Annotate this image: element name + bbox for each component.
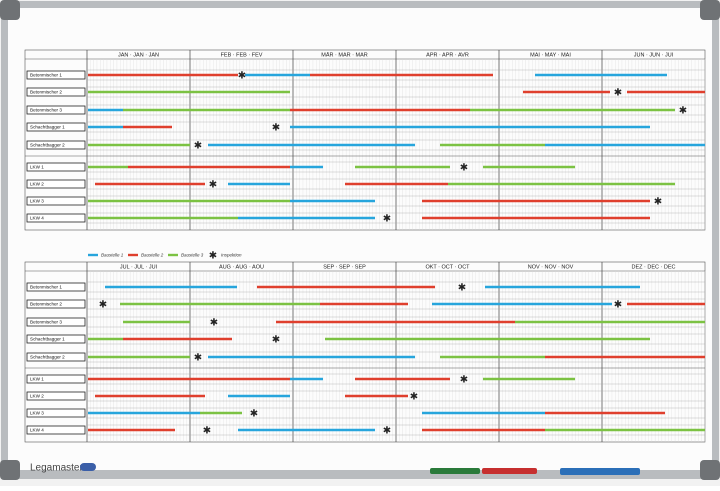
row-label-box bbox=[26, 87, 86, 97]
row-label-box bbox=[26, 282, 86, 292]
row-label-box bbox=[26, 334, 86, 344]
row-label-box bbox=[26, 425, 86, 435]
legend-label: Baustelle 1 bbox=[101, 253, 124, 258]
inspection-mark: ✱ bbox=[272, 335, 280, 346]
row-label-box bbox=[26, 317, 86, 327]
inspection-mark: ✱ bbox=[458, 283, 466, 294]
inspection-mark: ✱ bbox=[203, 426, 211, 437]
row-label: Schachtbagger 1 bbox=[30, 337, 65, 342]
inspection-mark: ✱ bbox=[194, 141, 202, 152]
row-label: LKW 1 bbox=[30, 165, 44, 170]
row-label-box bbox=[26, 299, 86, 309]
corner bbox=[0, 0, 20, 20]
row-label: LKW 4 bbox=[30, 216, 44, 221]
month-header: SEP · SEP · SEP bbox=[323, 264, 366, 270]
row-label: LKW 1 bbox=[30, 377, 44, 382]
month-header: OKT · OCT · OCT bbox=[425, 264, 470, 270]
row-label: LKW 3 bbox=[30, 411, 44, 416]
month-header: JUL · JUL · JUI bbox=[120, 264, 158, 270]
inspection-mark: ✱ bbox=[383, 426, 391, 437]
row-label: Betonmischer 3 bbox=[30, 108, 62, 113]
month-header: FEB · FEB · FEV bbox=[221, 52, 263, 58]
month-header: DEZ · DEC · DEC bbox=[632, 264, 676, 270]
month-header: JUN · JUN · JUI bbox=[634, 52, 674, 58]
row-label-box bbox=[26, 352, 86, 362]
inspection-mark: ✱ bbox=[460, 375, 468, 386]
planner: JAN · JAN · JAN FEB · FEB · FEV MÄR · MAR … bbox=[24, 49, 706, 443]
inspection-mark: ✱ bbox=[679, 106, 687, 117]
inspection-mark: ✱ bbox=[410, 392, 418, 403]
row-label: Schachtbagger 2 bbox=[30, 355, 65, 360]
row-label: Betonmischer 2 bbox=[30, 90, 62, 95]
row-label-box bbox=[26, 391, 86, 401]
inspection-mark: ✱ bbox=[238, 71, 246, 82]
inspection-mark: ✱ bbox=[654, 197, 662, 208]
row-label-box bbox=[26, 408, 86, 418]
eraser bbox=[560, 468, 640, 475]
row-label-box bbox=[26, 122, 86, 132]
row-label: Schachtbagger 2 bbox=[30, 143, 65, 148]
brand: Legamaster bbox=[30, 463, 83, 474]
inspection-mark: ✱ bbox=[99, 300, 107, 311]
row-label: Schachtbagger 1 bbox=[30, 125, 65, 130]
corner bbox=[700, 460, 720, 480]
row-label-box bbox=[26, 213, 86, 223]
inspection-mark: ✱ bbox=[250, 409, 258, 420]
row-label-box bbox=[26, 196, 86, 206]
month-header: JAN · JAN · JAN bbox=[118, 52, 159, 58]
row-label: LKW 4 bbox=[30, 428, 44, 433]
board-surface bbox=[8, 8, 712, 470]
row-label-box bbox=[26, 140, 86, 150]
legend-label: Baustelle 2 bbox=[141, 253, 164, 258]
corner bbox=[700, 0, 720, 20]
inspection-mark: ✱ bbox=[210, 318, 218, 329]
inspection-mark: ✱ bbox=[272, 123, 280, 134]
row-label-box bbox=[26, 162, 86, 172]
marker bbox=[482, 468, 537, 474]
brand-badge bbox=[80, 463, 96, 471]
row-label-box bbox=[26, 374, 86, 384]
row-label: LKW 2 bbox=[30, 182, 44, 187]
row-label: Betonmischer 1 bbox=[30, 285, 62, 290]
corner bbox=[0, 460, 20, 480]
inspection-mark: ✱ bbox=[614, 300, 622, 311]
month-header: APR · APR · AVR bbox=[426, 52, 469, 58]
month-header: MÄR · MAR · MAR bbox=[321, 51, 367, 58]
inspection-mark: ✱ bbox=[460, 163, 468, 174]
marker bbox=[430, 468, 480, 474]
inspection-mark: ✱ bbox=[194, 353, 202, 364]
row-label: LKW 3 bbox=[30, 199, 44, 204]
row-label: Betonmischer 3 bbox=[30, 320, 62, 325]
inspection-mark: ✱ bbox=[614, 88, 622, 99]
row-label-box bbox=[26, 105, 86, 115]
row-label-box bbox=[26, 179, 86, 189]
month-header: AUG · AUG · AOU bbox=[219, 264, 264, 270]
row-label-box bbox=[26, 70, 86, 80]
row-label: LKW 2 bbox=[30, 394, 44, 399]
inspection-mark: ✱ bbox=[209, 251, 217, 262]
row-label: Betonmischer 2 bbox=[30, 302, 62, 307]
month-header: NOV · NOV · NOV bbox=[528, 264, 574, 270]
month-header: MAI · MAY · MAI bbox=[530, 52, 571, 58]
legend-label: Baustelle 3 bbox=[181, 253, 204, 258]
inspection-mark: ✱ bbox=[383, 214, 391, 225]
row-label: Betonmischer 1 bbox=[30, 73, 62, 78]
legend-label: Inspektion bbox=[221, 253, 242, 258]
inspection-mark: ✱ bbox=[209, 180, 217, 191]
